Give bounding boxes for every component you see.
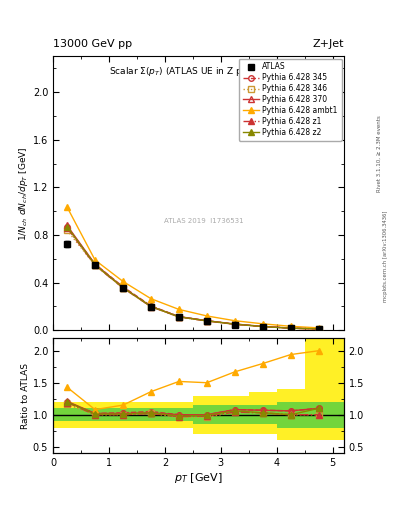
Pythia 6.428 370 xyxy=(149,303,153,309)
Pythia 6.428 z1 xyxy=(65,225,70,231)
Pythia 6.428 ambt1 xyxy=(204,313,209,319)
Pythia 6.428 ambt1 xyxy=(149,295,153,302)
Y-axis label: Ratio to ATLAS: Ratio to ATLAS xyxy=(21,362,30,429)
Pythia 6.428 z2 xyxy=(149,303,153,309)
Pythia 6.428 346 xyxy=(93,262,97,268)
Pythia 6.428 z1 xyxy=(121,285,125,291)
Pythia 6.428 ambt1 xyxy=(176,306,181,312)
Line: Pythia 6.428 346: Pythia 6.428 346 xyxy=(64,227,321,332)
Text: ATLAS 2019  I1736531: ATLAS 2019 I1736531 xyxy=(164,218,244,224)
Pythia 6.428 370 xyxy=(288,325,293,331)
Line: Pythia 6.428 ambt1: Pythia 6.428 ambt1 xyxy=(64,204,321,331)
Pythia 6.428 z2 xyxy=(93,262,97,268)
Pythia 6.428 345 xyxy=(65,224,70,230)
Pythia 6.428 z2 xyxy=(288,325,293,331)
Pythia 6.428 ambt1 xyxy=(232,317,237,324)
Pythia 6.428 370 xyxy=(176,313,181,319)
Pythia 6.428 ambt1 xyxy=(65,204,70,210)
Pythia 6.428 z1 xyxy=(232,321,237,327)
Pythia 6.428 345 xyxy=(149,303,153,309)
Y-axis label: $1/N_{ch}\ dN_{ch}/dp_T\ [\mathrm{GeV}]$: $1/N_{ch}\ dN_{ch}/dp_T\ [\mathrm{GeV}]$ xyxy=(17,146,30,241)
Pythia 6.428 z2 xyxy=(204,318,209,324)
Pythia 6.428 345 xyxy=(176,313,181,319)
Pythia 6.428 370 xyxy=(316,326,321,332)
Pythia 6.428 z1 xyxy=(149,304,153,310)
Line: Pythia 6.428 z1: Pythia 6.428 z1 xyxy=(64,225,321,332)
Pythia 6.428 346 xyxy=(65,227,70,233)
Pythia 6.428 ambt1 xyxy=(316,325,321,331)
X-axis label: $p_T$ [GeV]: $p_T$ [GeV] xyxy=(174,471,223,485)
Pythia 6.428 z1 xyxy=(316,326,321,332)
Pythia 6.428 z2 xyxy=(176,314,181,320)
Text: Z+Jet: Z+Jet xyxy=(312,38,344,49)
Text: Rivet 3.1.10, ≥ 2.3M events: Rivet 3.1.10, ≥ 2.3M events xyxy=(377,115,382,192)
Pythia 6.428 370 xyxy=(121,284,125,290)
Pythia 6.428 345 xyxy=(261,324,265,330)
Pythia 6.428 345 xyxy=(316,326,321,332)
Pythia 6.428 ambt1 xyxy=(93,257,97,263)
Pythia 6.428 ambt1 xyxy=(261,321,265,327)
Pythia 6.428 z2 xyxy=(121,285,125,291)
Pythia 6.428 z2 xyxy=(261,324,265,330)
Pythia 6.428 345 xyxy=(204,317,209,324)
Pythia 6.428 z2 xyxy=(232,321,237,327)
Text: Scalar $\Sigma(p_T)$ (ATLAS UE in Z production): Scalar $\Sigma(p_T)$ (ATLAS UE in Z prod… xyxy=(109,65,288,77)
Pythia 6.428 370 xyxy=(93,261,97,267)
Pythia 6.428 346 xyxy=(121,285,125,291)
Text: 13000 GeV pp: 13000 GeV pp xyxy=(53,38,132,49)
Pythia 6.428 z2 xyxy=(316,326,321,332)
Pythia 6.428 345 xyxy=(232,321,237,327)
Pythia 6.428 346 xyxy=(149,304,153,310)
Pythia 6.428 346 xyxy=(204,318,209,324)
Pythia 6.428 345 xyxy=(121,284,125,290)
Pythia 6.428 z1 xyxy=(261,324,265,330)
Pythia 6.428 346 xyxy=(316,326,321,332)
Pythia 6.428 370 xyxy=(204,317,209,324)
Pythia 6.428 z1 xyxy=(93,262,97,268)
Pythia 6.428 ambt1 xyxy=(121,279,125,285)
Line: Pythia 6.428 370: Pythia 6.428 370 xyxy=(64,223,321,332)
Pythia 6.428 345 xyxy=(288,325,293,331)
Pythia 6.428 z2 xyxy=(65,224,70,230)
Line: Pythia 6.428 z2: Pythia 6.428 z2 xyxy=(64,224,321,332)
Pythia 6.428 z1 xyxy=(204,318,209,324)
Pythia 6.428 ambt1 xyxy=(288,323,293,329)
Pythia 6.428 346 xyxy=(176,314,181,320)
Pythia 6.428 370 xyxy=(232,321,237,327)
Pythia 6.428 346 xyxy=(232,321,237,327)
Pythia 6.428 z1 xyxy=(176,314,181,320)
Pythia 6.428 346 xyxy=(288,325,293,331)
Pythia 6.428 370 xyxy=(261,324,265,330)
Pythia 6.428 z1 xyxy=(288,325,293,331)
Pythia 6.428 370 xyxy=(65,222,70,228)
Legend: ATLAS, Pythia 6.428 345, Pythia 6.428 346, Pythia 6.428 370, Pythia 6.428 ambt1,: ATLAS, Pythia 6.428 345, Pythia 6.428 34… xyxy=(239,58,342,141)
Pythia 6.428 346 xyxy=(261,324,265,330)
Line: Pythia 6.428 345: Pythia 6.428 345 xyxy=(64,224,321,332)
Pythia 6.428 345 xyxy=(93,261,97,267)
Text: mcplots.cern.ch [arXiv:1306.3436]: mcplots.cern.ch [arXiv:1306.3436] xyxy=(383,210,387,302)
